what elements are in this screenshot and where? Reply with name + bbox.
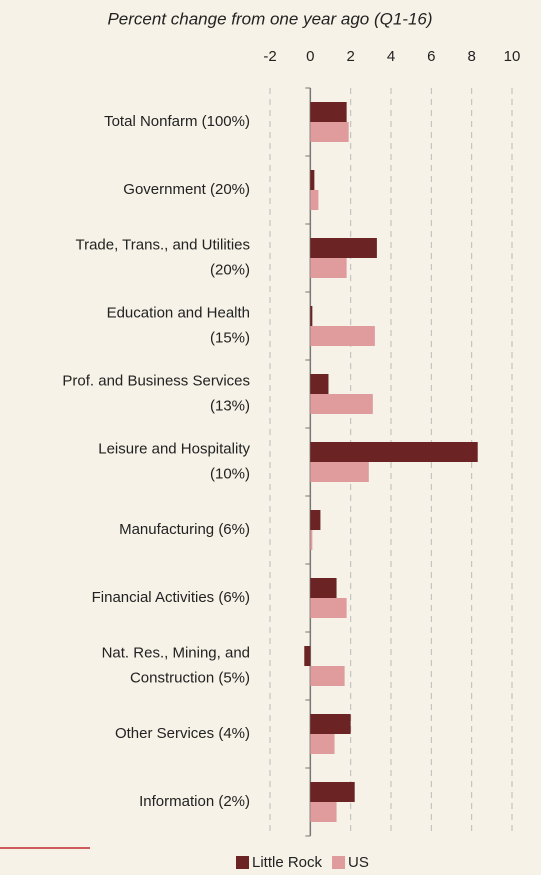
y-tick-label: Nat. Res., Mining, and	[102, 644, 250, 661]
bar	[310, 258, 347, 278]
legend-swatch	[236, 856, 249, 869]
y-tick-label: Leisure and Hospitality	[98, 440, 250, 457]
bar	[310, 326, 375, 346]
y-tick-label: (15%)	[210, 329, 250, 346]
bar	[310, 782, 355, 802]
x-tick-label: 0	[306, 48, 314, 65]
x-tick-label: 6	[427, 48, 435, 65]
y-tick-label: Information (2%)	[139, 793, 250, 810]
bar	[310, 714, 351, 734]
y-tick-label: Financial Activities (6%)	[92, 589, 250, 606]
bar	[310, 394, 373, 414]
bar	[310, 578, 337, 598]
bar	[310, 530, 313, 550]
legend-swatch	[332, 856, 346, 869]
bar	[310, 102, 347, 122]
bar	[310, 510, 321, 530]
x-tick-label: 10	[504, 48, 521, 65]
bar	[310, 666, 345, 686]
bar	[310, 374, 329, 394]
bar	[304, 646, 311, 666]
legend-label: US	[348, 854, 369, 871]
y-tick-label: Other Services (4%)	[115, 725, 250, 742]
bar	[310, 462, 369, 482]
x-tick-label: 4	[387, 48, 395, 65]
y-tick-label: (20%)	[210, 261, 250, 278]
x-tick-label: -2	[263, 48, 276, 65]
legend-label: Little Rock	[252, 854, 323, 871]
bar	[310, 598, 347, 618]
bar	[310, 442, 478, 462]
x-tick-label: 2	[346, 48, 354, 65]
y-tick-label: Government (20%)	[123, 181, 250, 198]
bar	[310, 238, 377, 258]
y-tick-label: Manufacturing (6%)	[119, 521, 250, 538]
y-tick-label: Education and Health	[107, 304, 250, 321]
bar	[310, 122, 349, 142]
y-tick-label: Total Nonfarm (100%)	[104, 113, 250, 130]
bar	[310, 170, 315, 190]
y-tick-label: (13%)	[210, 397, 250, 414]
y-tick-label: (10%)	[210, 465, 250, 482]
chart-title: Percent change from one year ago (Q1-16)	[107, 9, 432, 28]
bar	[310, 734, 335, 754]
bar	[310, 190, 319, 210]
bar	[310, 802, 337, 822]
y-tick-label: Prof. and Business Services	[62, 372, 250, 389]
x-tick-label: 8	[467, 48, 475, 65]
y-tick-label: Construction (5%)	[130, 669, 250, 686]
y-tick-label: Trade, Trans., and Utilities	[75, 236, 250, 253]
bar	[310, 306, 313, 326]
